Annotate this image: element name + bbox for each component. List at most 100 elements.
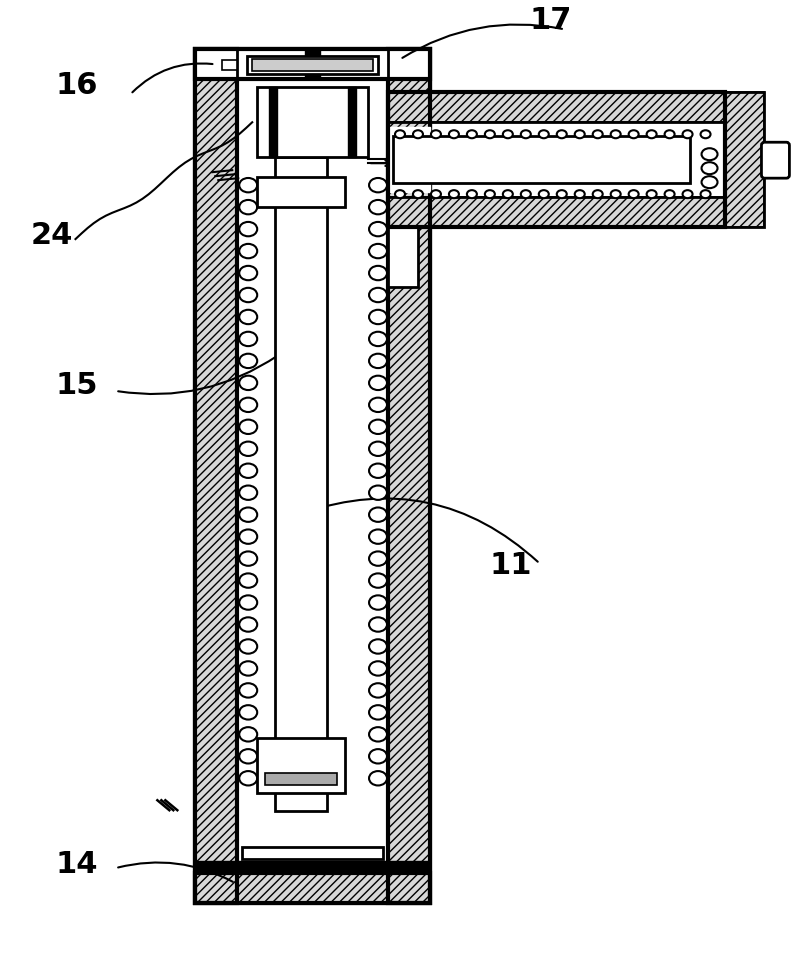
Ellipse shape [239,310,258,325]
Ellipse shape [369,771,387,786]
Bar [195,49,238,903]
Ellipse shape [369,420,387,434]
Ellipse shape [701,130,710,139]
Ellipse shape [521,190,531,198]
Ellipse shape [239,485,258,500]
Ellipse shape [239,595,258,610]
Ellipse shape [369,705,387,719]
Ellipse shape [395,190,405,198]
Bar [388,92,725,122]
Bar [252,60,373,71]
Ellipse shape [413,190,423,198]
Text: 14: 14 [55,850,98,879]
Ellipse shape [702,148,718,160]
Ellipse shape [369,639,387,654]
Ellipse shape [239,463,258,478]
Ellipse shape [369,683,387,697]
Ellipse shape [369,662,387,676]
Text: 16: 16 [55,71,98,100]
Ellipse shape [629,130,638,139]
Ellipse shape [593,190,602,198]
Bar [242,847,383,859]
Bar [725,92,765,227]
Ellipse shape [702,162,718,174]
Text: 24: 24 [30,221,73,250]
Bar [388,197,725,227]
Ellipse shape [239,353,258,368]
Ellipse shape [239,749,258,764]
Ellipse shape [682,130,693,139]
Bar [388,197,725,227]
Ellipse shape [593,130,602,139]
Ellipse shape [239,705,258,719]
Ellipse shape [574,130,585,139]
Ellipse shape [239,771,258,786]
Ellipse shape [369,530,387,544]
Ellipse shape [239,221,258,236]
Ellipse shape [369,573,387,587]
Ellipse shape [369,749,387,764]
Ellipse shape [239,288,258,302]
Bar [195,49,430,903]
Ellipse shape [239,376,258,390]
Ellipse shape [239,662,258,676]
Ellipse shape [369,485,387,500]
Ellipse shape [239,398,258,412]
Bar [393,136,690,183]
Ellipse shape [449,190,459,198]
Bar [305,49,313,79]
Bar [195,49,430,79]
Ellipse shape [369,617,387,632]
Bar [238,873,388,903]
Ellipse shape [239,617,258,632]
Bar [388,92,725,122]
Ellipse shape [395,130,405,139]
Ellipse shape [369,244,387,258]
Ellipse shape [702,176,718,188]
Bar [195,873,430,903]
Ellipse shape [413,130,423,139]
Ellipse shape [485,190,495,198]
Ellipse shape [369,353,387,368]
Ellipse shape [369,508,387,522]
Ellipse shape [467,130,477,139]
Ellipse shape [538,130,549,139]
FancyBboxPatch shape [762,143,790,178]
Ellipse shape [239,420,258,434]
Ellipse shape [503,190,513,198]
Ellipse shape [369,442,387,455]
Ellipse shape [369,727,387,742]
Ellipse shape [239,331,258,346]
Ellipse shape [239,200,258,215]
Ellipse shape [557,130,566,139]
Ellipse shape [239,727,258,742]
Ellipse shape [538,190,549,198]
Bar [258,739,345,794]
Bar [247,57,378,74]
Ellipse shape [369,595,387,610]
Ellipse shape [557,190,566,198]
Ellipse shape [369,331,387,346]
Bar [258,177,345,207]
Ellipse shape [701,190,710,198]
Ellipse shape [503,130,513,139]
Bar [313,49,388,79]
Ellipse shape [646,130,657,139]
Ellipse shape [485,130,495,139]
Ellipse shape [431,130,441,139]
Ellipse shape [646,190,657,198]
Bar [388,227,418,287]
Bar [388,127,430,193]
Ellipse shape [369,221,387,236]
Bar [388,92,725,227]
Bar [195,861,430,873]
Ellipse shape [369,178,387,193]
Ellipse shape [369,266,387,280]
Ellipse shape [449,130,459,139]
Bar [275,157,327,811]
Text: 15: 15 [55,371,98,400]
Text: 17: 17 [530,7,572,36]
Bar [348,88,356,157]
Ellipse shape [239,244,258,258]
Ellipse shape [369,463,387,478]
